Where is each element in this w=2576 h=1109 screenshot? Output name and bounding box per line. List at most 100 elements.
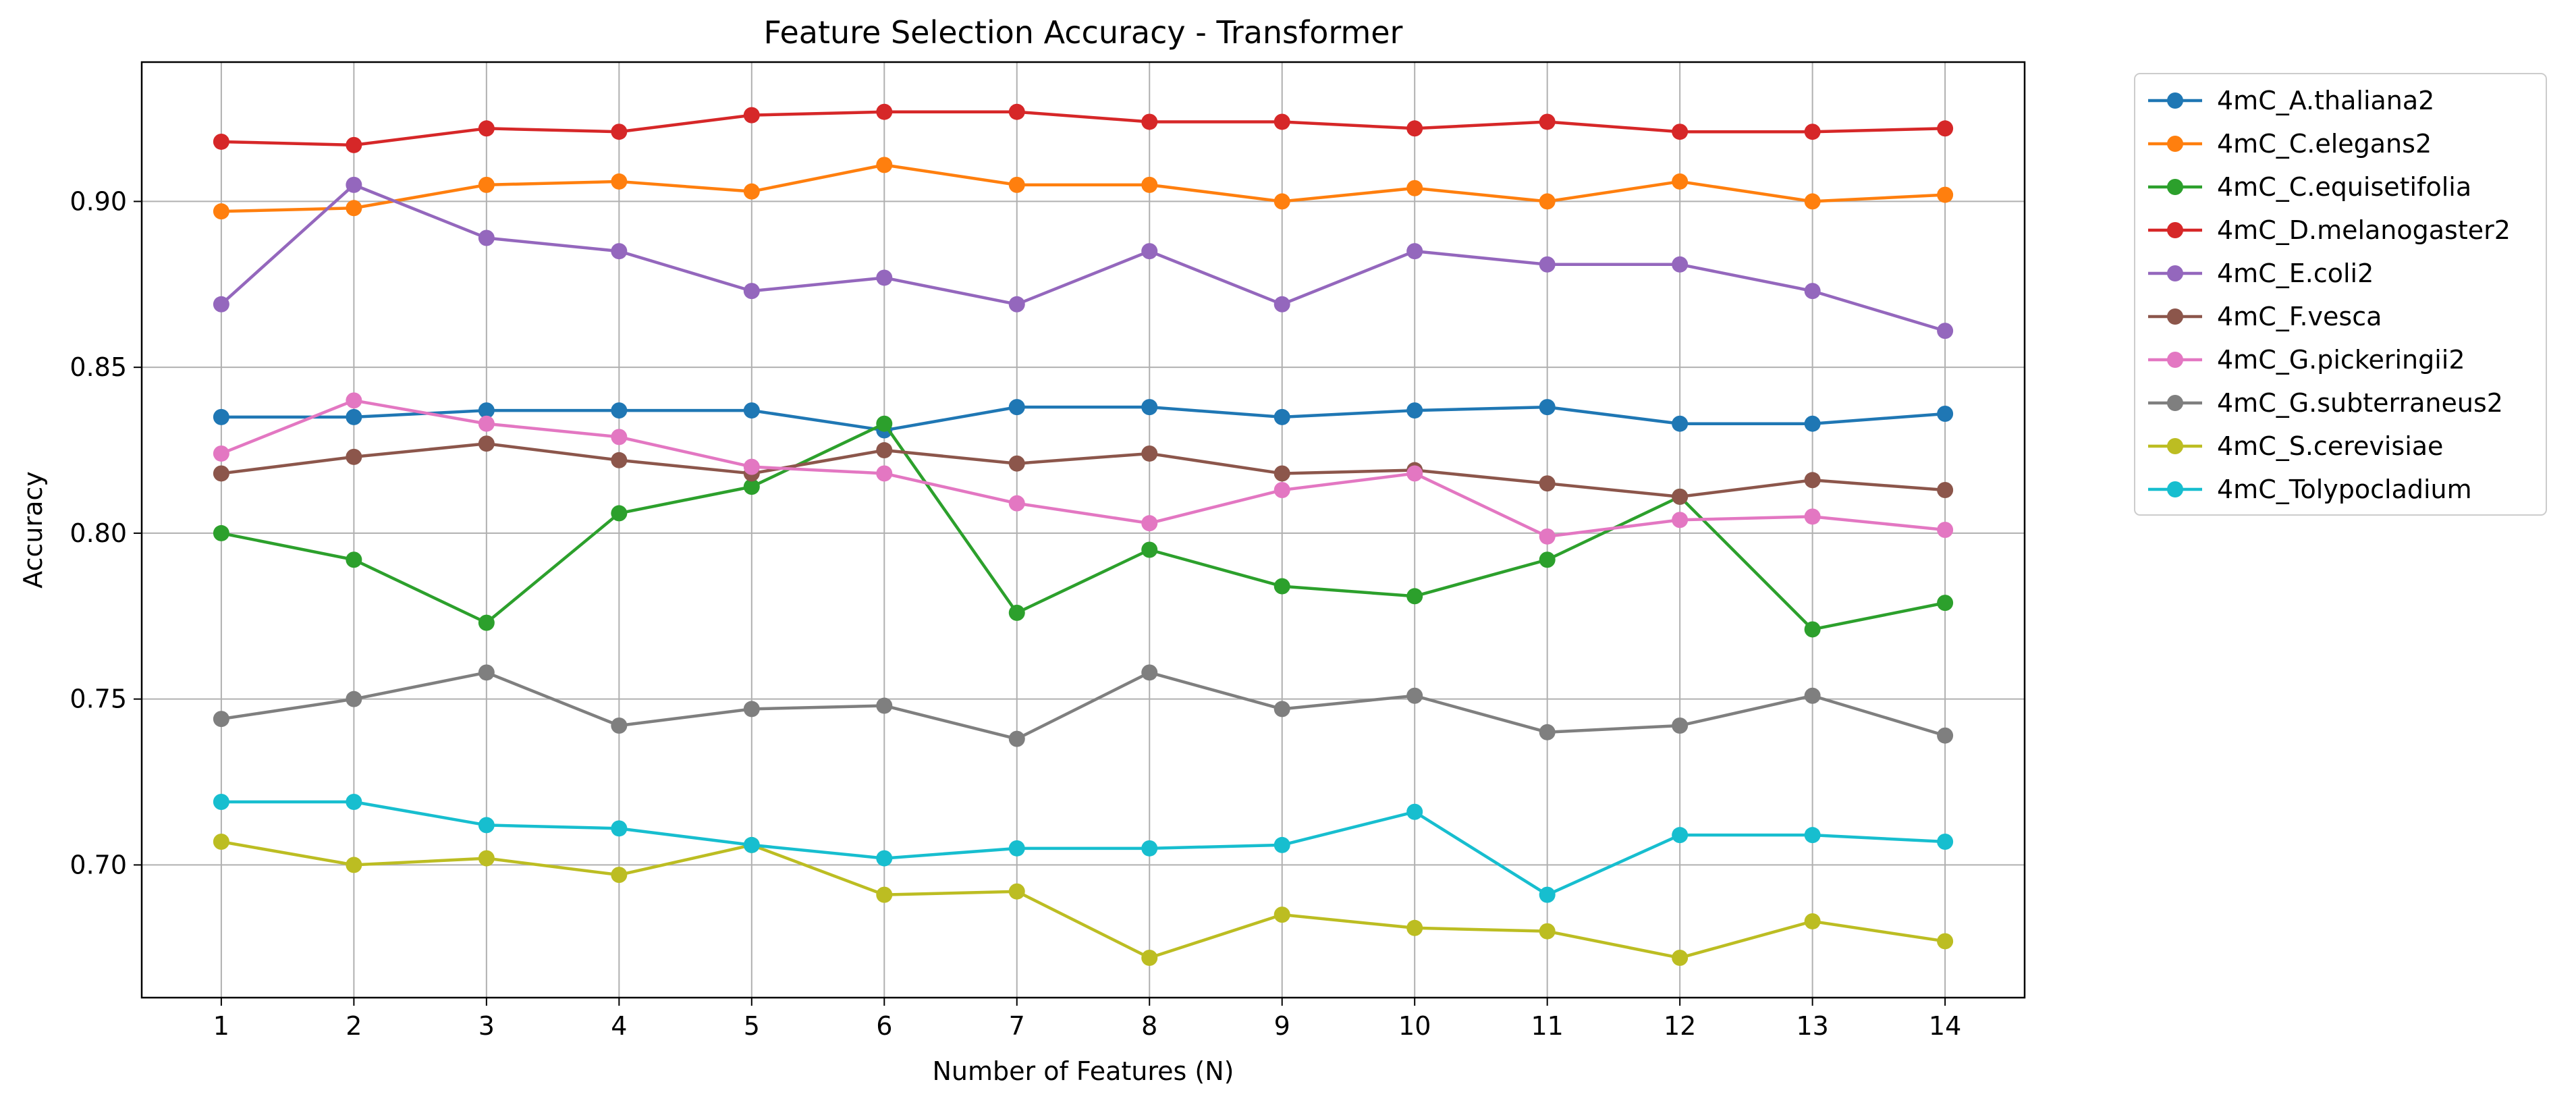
legend-marker — [2167, 222, 2183, 238]
data-point — [1672, 256, 1689, 273]
data-point — [1672, 950, 1689, 967]
data-point — [1406, 803, 1423, 820]
legend-marker — [2167, 308, 2183, 325]
series-4mC_A.thaliana2 — [213, 399, 1954, 439]
data-point — [1804, 124, 1821, 140]
series-line — [221, 405, 1946, 432]
series-4mC_G.subterraneus2 — [213, 664, 1954, 747]
data-point — [743, 701, 760, 718]
data-point — [1141, 664, 1158, 681]
data-point — [1804, 913, 1821, 929]
data-point — [1539, 551, 1556, 568]
data-point — [1273, 408, 1290, 425]
y-axis-label: Accuracy — [18, 471, 48, 589]
data-point — [346, 408, 362, 425]
legend-label: 4mC_S.cerevisiae — [2217, 431, 2443, 461]
data-point — [1804, 415, 1821, 432]
data-point — [1937, 595, 1954, 612]
data-point — [1672, 717, 1689, 734]
series-line — [221, 110, 1946, 147]
data-point — [1406, 687, 1423, 704]
data-point — [876, 157, 893, 173]
legend-item: 4mC_S.cerevisiae — [2148, 431, 2443, 461]
legend-item: 4mC_C.elegans2 — [2148, 129, 2432, 159]
data-point — [346, 176, 362, 193]
series-line — [221, 399, 1946, 539]
series-4mC_Tolypocladium — [213, 794, 1954, 903]
x-tick-label: 3 — [478, 1011, 495, 1041]
data-point — [213, 203, 229, 220]
data-point — [346, 136, 362, 153]
x-tick-label: 10 — [1398, 1011, 1431, 1041]
data-point — [1539, 724, 1556, 740]
data-point — [743, 836, 760, 853]
data-point — [743, 283, 760, 300]
x-tick-label: 13 — [1796, 1011, 1828, 1041]
data-point — [1937, 933, 1954, 950]
data-point — [213, 445, 229, 462]
data-point — [611, 402, 628, 419]
legend-label: 4mC_A.thaliana2 — [2217, 86, 2434, 115]
legend-item: 4mC_C.equisetifolia — [2148, 172, 2471, 202]
data-point — [1804, 283, 1821, 300]
data-point — [1008, 399, 1025, 416]
data-point — [1141, 515, 1158, 532]
data-point — [1406, 588, 1423, 605]
data-point — [876, 269, 893, 286]
legend-label: 4mC_G.pickeringii2 — [2217, 345, 2465, 375]
y-tick-label: 0.90 — [70, 186, 127, 216]
data-point — [1008, 296, 1025, 313]
data-point — [876, 850, 893, 867]
data-point — [1273, 465, 1290, 482]
data-point — [1539, 923, 1556, 940]
legend-marker — [2167, 438, 2183, 454]
data-point — [1672, 512, 1689, 529]
series-line — [221, 441, 1946, 499]
data-point — [743, 458, 760, 475]
data-point — [1141, 840, 1158, 857]
series-line — [221, 422, 1946, 631]
data-point — [478, 614, 495, 631]
series-4mC_G.pickeringii2 — [213, 392, 1954, 545]
legend-item: 4mC_G.subterraneus2 — [2148, 388, 2503, 418]
data-point — [1273, 836, 1290, 853]
legend-marker — [2167, 265, 2183, 281]
series-4mC_F.vesca — [213, 435, 1954, 505]
x-tick-label: 5 — [744, 1011, 760, 1041]
data-point — [1937, 727, 1954, 744]
data-point — [1672, 488, 1689, 505]
series-4mC_C.equisetifolia — [213, 415, 1954, 638]
series-line — [221, 671, 1946, 740]
legend-marker — [2167, 395, 2183, 411]
data-point — [1008, 495, 1025, 512]
x-tick-label: 6 — [876, 1011, 892, 1041]
data-point — [611, 124, 628, 140]
data-point — [1141, 243, 1158, 260]
x-tick-label: 9 — [1274, 1011, 1290, 1041]
data-point — [213, 834, 229, 850]
legend-label: 4mC_C.elegans2 — [2217, 129, 2432, 159]
legend-marker — [2167, 92, 2183, 109]
data-point — [213, 794, 229, 811]
data-point — [478, 402, 495, 419]
data-point — [1141, 113, 1158, 130]
data-point — [478, 664, 495, 681]
data-point — [1406, 243, 1423, 260]
data-point — [1008, 455, 1025, 472]
data-point — [1539, 256, 1556, 273]
data-point — [743, 183, 760, 200]
data-point — [1273, 482, 1290, 499]
legend-label: 4mC_E.coli2 — [2217, 259, 2374, 288]
data-point — [611, 867, 628, 884]
legend-item: 4mC_E.coli2 — [2148, 259, 2374, 288]
data-point — [743, 107, 760, 124]
data-point — [876, 442, 893, 459]
legend-item: 4mC_A.thaliana2 — [2148, 86, 2434, 115]
data-point — [1273, 113, 1290, 130]
data-point — [1804, 508, 1821, 525]
data-point — [1539, 886, 1556, 903]
data-point — [876, 886, 893, 903]
legend-item: 4mC_D.melanogaster2 — [2148, 215, 2511, 245]
data-point — [346, 392, 362, 409]
data-point — [1937, 834, 1954, 850]
